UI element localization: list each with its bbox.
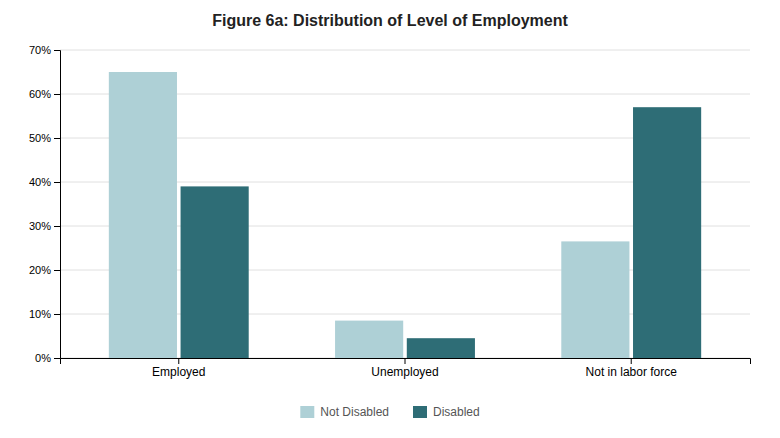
x-tick-mark <box>405 358 406 364</box>
bar <box>181 186 249 358</box>
y-tick-mark <box>54 270 60 271</box>
grid <box>60 50 750 358</box>
y-tick-mark <box>54 50 60 51</box>
legend-swatch <box>300 406 314 418</box>
y-axis-line <box>54 51 61 359</box>
x-tick: Employed <box>152 358 205 379</box>
bar <box>633 107 701 358</box>
x-tick-mark <box>178 358 179 364</box>
y-tick-label: 0% <box>35 352 51 364</box>
y-tick-label: 70% <box>29 44 51 56</box>
x-axis: Employed Unemployed Not in labor force <box>61 358 751 379</box>
bar <box>109 72 177 358</box>
x-tick-label: Unemployed <box>371 365 438 379</box>
legend-item: Disabled <box>413 405 480 419</box>
bar <box>561 241 629 358</box>
x-tick-label: Employed <box>152 365 205 379</box>
y-tick-mark <box>54 358 60 359</box>
y-tick-label: 60% <box>29 88 51 100</box>
y-tick: 20% <box>29 264 60 276</box>
y-tick: 40% <box>29 176 60 188</box>
y-tick-label: 50% <box>29 132 51 144</box>
legend: Not Disabled Disabled <box>300 405 479 419</box>
grid-line <box>60 50 750 51</box>
chart: Figure 6a: Distribution of Level of Empl… <box>0 0 780 438</box>
x-tick-mark <box>631 358 632 364</box>
y-tick-label: 20% <box>29 264 51 276</box>
y-tick-mark <box>54 314 60 315</box>
y-tick-label: 40% <box>29 176 51 188</box>
y-tick: 70% <box>29 44 60 56</box>
y-tick: 60% <box>29 88 60 100</box>
legend-swatch <box>413 406 427 418</box>
legend-label: Disabled <box>433 405 480 419</box>
plot: 0% 10% 20% 30% 40% 50% 60% 70% Employed Unemploye… <box>29 44 751 379</box>
x-tick-label: Not in labor force <box>586 365 678 379</box>
y-tick-mark <box>54 182 60 183</box>
y-tick-mark <box>54 226 60 227</box>
y-tick: 30% <box>29 220 60 232</box>
y-axis: 0% 10% 20% 30% 40% 50% 60% 70% <box>29 44 61 364</box>
legend-label: Not Disabled <box>320 405 389 419</box>
legend-item: Not Disabled <box>300 405 389 419</box>
x-axis-line <box>61 359 751 365</box>
x-tick: Not in labor force <box>586 358 678 379</box>
title: Figure 6a: Distribution of Level of Empl… <box>212 12 568 29</box>
bar <box>335 321 403 358</box>
bars <box>109 72 701 358</box>
y-tick: 10% <box>29 308 60 320</box>
y-tick-label: 30% <box>29 220 51 232</box>
y-tick-mark <box>54 138 60 139</box>
y-tick-mark <box>54 94 60 95</box>
y-tick: 0% <box>35 352 60 364</box>
x-tick: Unemployed <box>371 358 438 379</box>
bar <box>407 338 475 358</box>
y-tick-label: 10% <box>29 308 51 320</box>
y-tick: 50% <box>29 132 60 144</box>
